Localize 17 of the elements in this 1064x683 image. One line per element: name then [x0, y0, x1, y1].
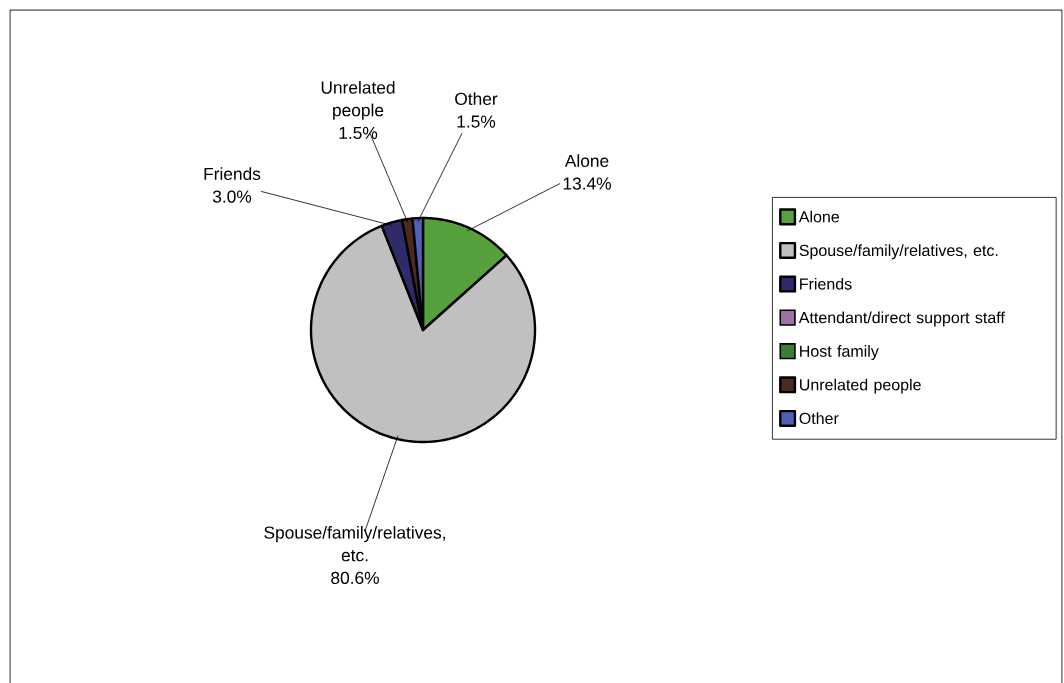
legend-label: Friends [800, 277, 852, 290]
slice-label: Unrelated people [321, 80, 395, 120]
data-label: 1.5% [339, 126, 378, 140]
slice-label: Other [455, 92, 498, 106]
data-label: 80.6% [331, 571, 379, 585]
data-label: 13.4% [563, 177, 611, 190]
slice-label: Friends [204, 167, 261, 181]
legend-label: Unrelated people [800, 378, 921, 394]
data-label: 1.5% [457, 115, 496, 128]
slice-label: Alone [564, 154, 609, 168]
legend-label: Spouse/family/relatives, etc. [799, 244, 998, 260]
legend-label: Host family [800, 345, 879, 361]
slice-label: Spouse/family/relatives, etc. [264, 525, 445, 562]
data-label: 3.0% [212, 190, 252, 203]
legend-label: Attendant/direct support staff [798, 311, 1005, 327]
legend-label: Alone [798, 210, 839, 223]
legend-label: Other [799, 412, 839, 425]
